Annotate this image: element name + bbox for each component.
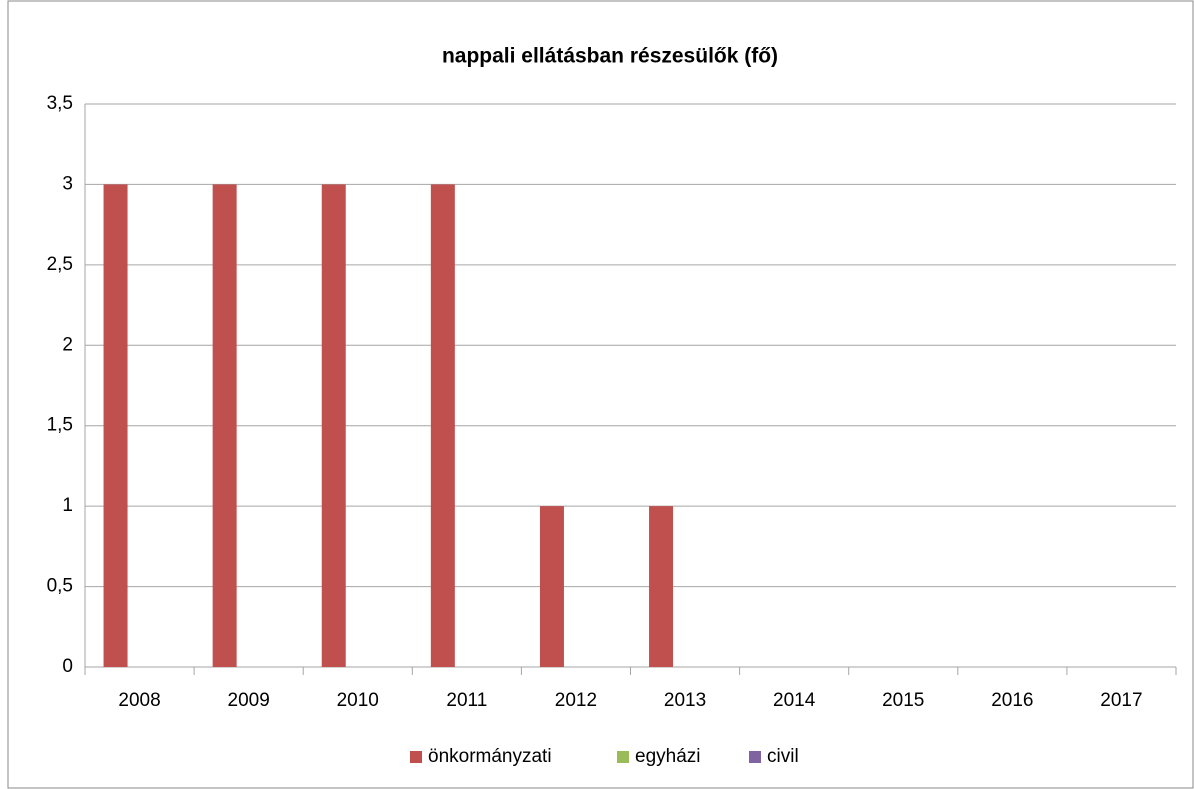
legend-swatch: [749, 751, 761, 763]
bar: [430, 184, 455, 667]
bar: [103, 184, 128, 667]
x-tick-label: 2016: [991, 690, 1033, 711]
x-tick-label: 2015: [882, 690, 924, 711]
bar: [649, 506, 674, 667]
bar: [212, 184, 237, 667]
y-tick-label: 2,5: [47, 254, 73, 275]
x-tick-label: 2014: [773, 690, 816, 711]
bar: [539, 506, 564, 667]
x-tick-label: 2008: [118, 690, 160, 711]
chart-border: [7, 0, 1194, 789]
chart-title: nappali ellátásban részesülők (fő): [442, 45, 778, 68]
legend-swatch: [410, 751, 422, 763]
legend-label: önkormányzati: [428, 746, 552, 767]
y-tick-label: 0,5: [47, 576, 73, 597]
y-tick-label: 3,5: [47, 93, 73, 114]
y-tick-label: 1,5: [47, 415, 73, 436]
y-tick-label: 1: [62, 495, 73, 516]
legend-swatch: [617, 751, 629, 763]
x-tick-label: 2009: [228, 690, 270, 711]
y-tick-label: 2: [62, 334, 73, 355]
x-tick-label: 2011: [446, 690, 487, 711]
bar: [321, 184, 346, 667]
legend-label: civil: [767, 746, 799, 767]
x-tick-label: 2017: [1100, 690, 1142, 711]
x-tick-label: 2012: [555, 690, 597, 711]
y-tick-label: 3: [62, 173, 73, 194]
y-tick-label: 0: [62, 656, 73, 677]
legend-label: egyházi: [635, 746, 701, 767]
x-tick-label: 2010: [337, 690, 379, 711]
x-tick-label: 2013: [664, 690, 706, 711]
